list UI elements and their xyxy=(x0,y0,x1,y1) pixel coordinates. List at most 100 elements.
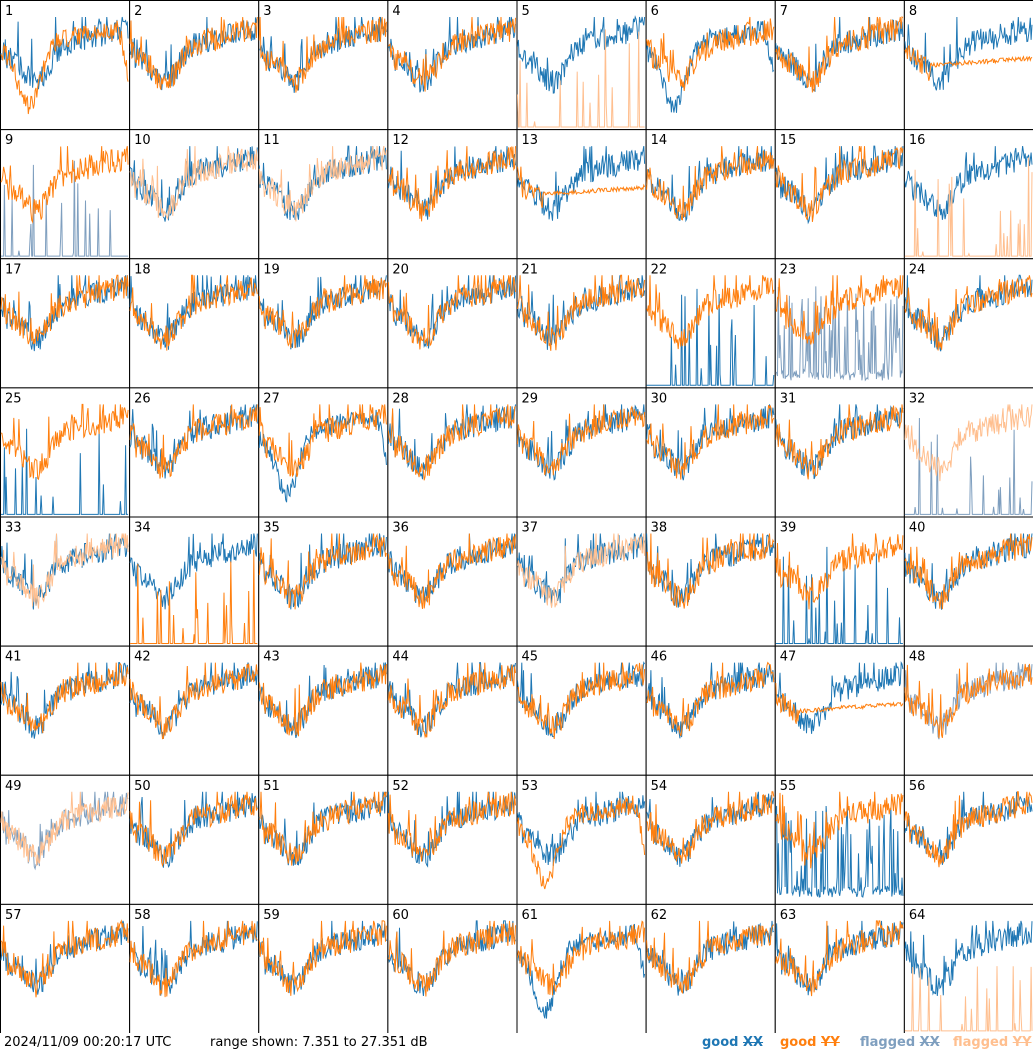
series-xx-line xyxy=(904,417,1033,515)
panel-number-label: 18 xyxy=(134,262,151,277)
range-label: range shown: 7.351 to 27.351 dB xyxy=(210,1035,428,1050)
panel-59: 59 xyxy=(258,903,389,1033)
panel-49: 49 xyxy=(0,774,131,905)
panel-frame xyxy=(516,258,647,389)
panel-40: 40 xyxy=(903,516,1033,647)
series-yy-line xyxy=(130,549,258,644)
panel-frame xyxy=(516,903,647,1033)
series-yy-line xyxy=(646,404,775,480)
legend-polarization: YY xyxy=(821,1035,840,1050)
panel-37: 37 xyxy=(516,516,647,647)
panel-15: 15 xyxy=(774,129,905,260)
legend-word: flagged xyxy=(953,1035,1013,1050)
series-yy-line xyxy=(387,791,516,862)
series-xx-line xyxy=(0,920,129,995)
panel-number-label: 60 xyxy=(392,908,409,923)
series-xx-line xyxy=(775,404,904,480)
series-xx-line xyxy=(1,428,129,515)
panel-number-label: 35 xyxy=(263,521,280,536)
series-xx-line xyxy=(517,791,646,866)
panel-number-label: 33 xyxy=(5,521,22,536)
legend-flagged-xx: flagged XX xyxy=(860,1035,940,1050)
series-xx-line xyxy=(0,16,129,90)
panel-number-label: 52 xyxy=(392,779,409,794)
panel-number-label: 21 xyxy=(522,262,539,277)
series-yy-line xyxy=(387,662,516,739)
legend-polarization: XX xyxy=(919,1035,940,1050)
panel-frame xyxy=(258,903,389,1033)
panel-46: 46 xyxy=(645,645,776,776)
series-yy-line xyxy=(387,146,516,222)
series-yy-line xyxy=(904,157,1033,257)
panel-54: 54 xyxy=(645,774,776,905)
series-yy-line xyxy=(646,146,775,221)
panel-number-label: 11 xyxy=(263,133,280,148)
panel-number-label: 20 xyxy=(392,262,409,277)
panel-frame xyxy=(903,129,1033,260)
panel-number-label: 17 xyxy=(5,262,22,277)
panel-number-label: 29 xyxy=(522,391,539,406)
series-yy-line xyxy=(387,275,516,350)
panel-frame xyxy=(258,387,389,518)
series-yy-line xyxy=(904,44,1033,81)
panel-number-label: 54 xyxy=(651,779,668,794)
series-yy-line xyxy=(388,920,516,997)
panel-3: 3 xyxy=(258,0,389,131)
series-yy-line xyxy=(129,16,258,90)
series-yy-line xyxy=(775,16,904,93)
panel-number-label: 56 xyxy=(909,779,926,794)
panel-29: 29 xyxy=(516,387,647,518)
series-yy-line xyxy=(646,920,775,995)
series-yy-line xyxy=(646,275,775,350)
series-yy-line xyxy=(129,662,258,740)
panel-20: 20 xyxy=(387,258,518,389)
panel-number-label: 34 xyxy=(134,521,151,536)
series-yy-line xyxy=(904,533,1033,610)
panel-frame xyxy=(258,516,389,647)
panel-frame xyxy=(774,516,905,647)
series-yy-line xyxy=(904,662,1033,739)
panel-57: 57 xyxy=(0,903,131,1033)
panel-53: 53 xyxy=(516,774,647,905)
series-xx-line xyxy=(1,160,129,257)
panel-1: 1 xyxy=(0,0,131,131)
series-yy-line xyxy=(646,16,775,91)
panel-number-label: 25 xyxy=(5,391,22,406)
series-xx-line xyxy=(646,20,775,113)
panel-number-label: 6 xyxy=(651,4,659,19)
panel-number-label: 28 xyxy=(392,391,409,406)
series-yy-line xyxy=(258,791,387,866)
panel-frame xyxy=(903,903,1033,1033)
panel-10: 10 xyxy=(129,129,260,260)
series-yy-line xyxy=(0,403,129,481)
panel-number-label: 16 xyxy=(909,133,926,148)
series-yy-line xyxy=(0,145,129,224)
panel-48: 48 xyxy=(903,645,1033,776)
panel-frame xyxy=(387,516,518,647)
panel-number-label: 40 xyxy=(909,521,926,536)
series-yy-line xyxy=(517,533,646,608)
panel-number-label: 41 xyxy=(5,650,22,665)
panel-64: 64 xyxy=(903,903,1033,1033)
panel-31: 31 xyxy=(774,387,905,518)
series-xx-line xyxy=(904,920,1033,996)
panel-47: 47 xyxy=(774,645,905,776)
panel-50: 50 xyxy=(129,774,260,905)
legend-polarization: YY xyxy=(1012,1035,1032,1050)
series-xx-line xyxy=(904,146,1033,220)
panel-number-label: 55 xyxy=(780,779,797,794)
series-xx-line xyxy=(775,286,904,382)
panel-frame xyxy=(129,774,260,905)
series-yy-line xyxy=(775,920,904,997)
panel-36: 36 xyxy=(387,516,518,647)
panel-number-label: 31 xyxy=(780,391,797,406)
legend-polarization: XX xyxy=(743,1035,764,1050)
panel-62: 62 xyxy=(645,903,776,1033)
panel-number-label: 39 xyxy=(780,521,797,536)
legend-good-yy: good YY xyxy=(780,1035,840,1050)
legend-good-xx: good XX xyxy=(702,1035,763,1050)
series-yy-line xyxy=(775,146,904,222)
series-yy-line xyxy=(646,661,775,737)
panel-12: 12 xyxy=(387,129,518,260)
